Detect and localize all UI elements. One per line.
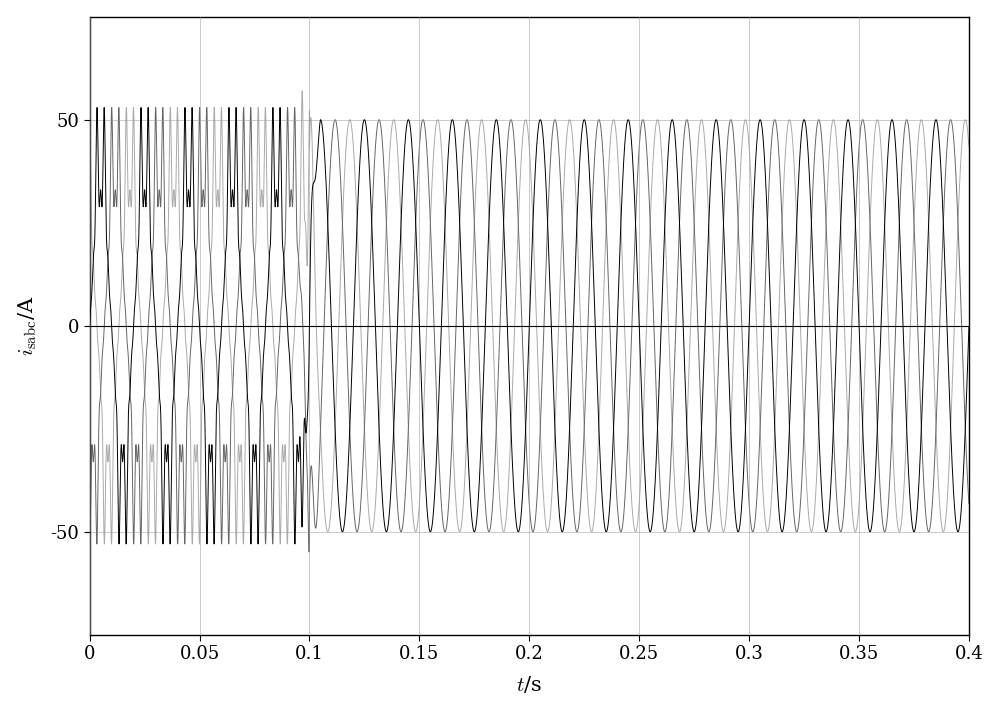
X-axis label: $t$/s: $t$/s [516,674,542,696]
Y-axis label: $i_{\rm sabc}$/A: $i_{\rm sabc}$/A [17,295,39,356]
